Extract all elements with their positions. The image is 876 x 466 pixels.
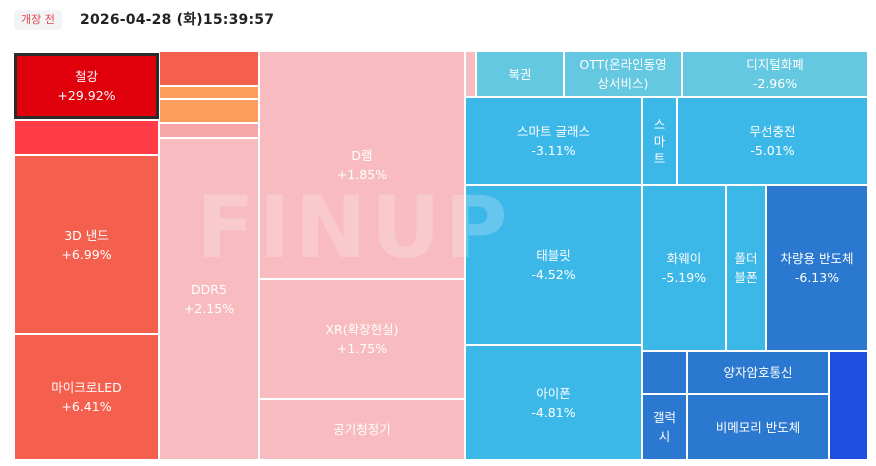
tile-change: +2.15%: [183, 301, 235, 316]
tile-name: XR(확장현실): [325, 322, 399, 337]
tile-name: 복권: [508, 66, 532, 82]
tile-name: 양자암호통신: [723, 365, 793, 380]
tile-name: 갤럭 시: [652, 410, 676, 444]
treemap-tile-xr[interactable]: XR(확장현실) +1.75%: [259, 279, 465, 399]
tile-change: +6.41%: [61, 399, 112, 414]
tile-change: +6.99%: [61, 246, 112, 262]
treemap-tile-foldable-phone[interactable]: 폴더 블폰: [726, 185, 766, 351]
treemap-tile-small[interactable]: [159, 123, 259, 138]
tile-name: 태블릿: [536, 248, 571, 263]
tile-name: 아이폰: [536, 385, 571, 401]
timestamp: 2026-04-28 (화)15:39:57: [80, 12, 275, 28]
treemap-tile-tablet[interactable]: 태블릿 -4.52%: [465, 185, 642, 345]
tile-name: 스마트 글래스: [517, 124, 590, 139]
tile-name: 디지털화폐: [746, 57, 804, 72]
treemap-tile-3d-nand[interactable]: 3D 낸드 +6.99%: [14, 155, 159, 334]
tile-name: 화웨이: [666, 251, 702, 266]
treemap-tile-ott[interactable]: OTT(온라인동영 상서비스): [564, 51, 682, 97]
treemap-tile-huawei[interactable]: 화웨이 -5.19%: [642, 185, 726, 351]
tile-name: OTT(온라인동영 상서비스): [579, 57, 667, 91]
tile-name: D램: [351, 148, 373, 163]
tile-name: 마이크로LED: [51, 380, 122, 395]
tile-change: -2.96%: [752, 76, 798, 91]
tile-change: -3.11%: [531, 143, 576, 158]
treemap-tile-automotive-semiconductor[interactable]: 차량용 반도체 -6.13%: [766, 185, 868, 351]
tile-change: -5.01%: [750, 143, 795, 158]
treemap-tile-dram[interactable]: D램 +1.85%: [259, 51, 465, 279]
tile-name: 비메모리 반도체: [715, 419, 801, 435]
treemap-tile-non-memory-semiconductor[interactable]: 비메모리 반도체: [687, 394, 829, 460]
tile-change: +1.85%: [336, 167, 388, 182]
status-badge: 개장 전: [14, 10, 62, 30]
tile-name: 차량용 반도체: [780, 251, 854, 266]
tile-name: 무선충전: [749, 124, 796, 139]
treemap-tile-small[interactable]: [159, 86, 259, 99]
treemap-tile-steel[interactable]: 철강 +29.92%: [14, 53, 159, 119]
tile-change: -6.13%: [794, 270, 840, 285]
tile-change: +1.75%: [336, 341, 388, 356]
treemap-tile-digital-currency[interactable]: 디지털화폐 -2.96%: [682, 51, 868, 97]
treemap-tile-micro-led[interactable]: 마이크로LED +6.41%: [14, 334, 159, 460]
treemap-tile-small[interactable]: [159, 99, 259, 123]
treemap-tile-wireless-charging[interactable]: 무선충전 -5.01%: [677, 97, 868, 185]
tile-name: 철강: [74, 69, 98, 84]
tile-change: -5.19%: [661, 270, 707, 285]
treemap-tile-small[interactable]: [14, 120, 159, 155]
treemap-tile-small[interactable]: [829, 351, 868, 460]
treemap-tile-small[interactable]: [159, 51, 259, 86]
treemap-tile-small[interactable]: [642, 351, 687, 394]
treemap-tile-smart[interactable]: 스 마 트: [642, 97, 677, 185]
tile-name: 폴더 블폰: [734, 251, 758, 285]
treemap-tile-smart-glasses[interactable]: 스마트 글래스 -3.11%: [465, 97, 642, 185]
tile-name: DDR5: [191, 282, 227, 297]
treemap-tile-lottery[interactable]: 복권: [476, 51, 564, 97]
tile-change: -4.81%: [531, 404, 576, 420]
treemap-tile-galaxy[interactable]: 갤럭 시: [642, 394, 687, 460]
tile-name: 공기청정기: [333, 422, 391, 437]
treemap-tile-iphone[interactable]: 아이폰 -4.81%: [465, 345, 642, 460]
treemap-tile-quantum-crypto[interactable]: 양자암호통신: [687, 351, 829, 394]
tile-change: +29.92%: [57, 88, 116, 103]
treemap-tile-small[interactable]: [465, 51, 476, 97]
tile-name: 스 마 트: [653, 116, 666, 166]
treemap-tile-air-purifier[interactable]: 공기청정기: [259, 399, 465, 460]
tile-name: 3D 낸드: [64, 227, 109, 243]
tile-change: -4.52%: [531, 267, 576, 282]
treemap-tile-ddr5[interactable]: DDR5 +2.15%: [159, 138, 259, 460]
